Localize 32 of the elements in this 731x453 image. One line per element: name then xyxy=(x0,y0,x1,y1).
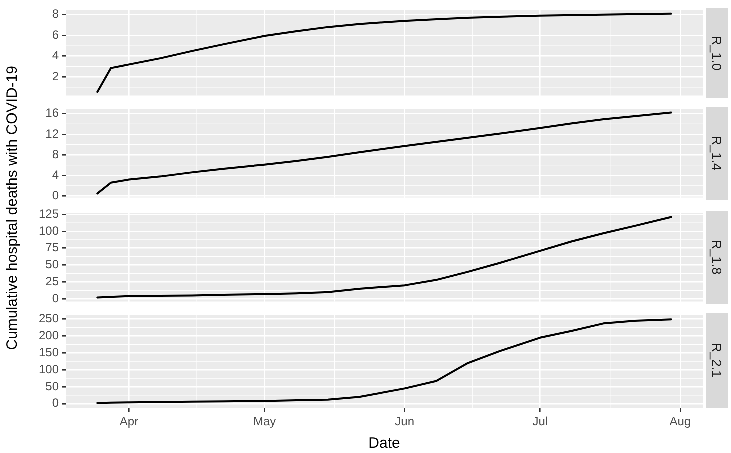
x-tick-label: May xyxy=(253,414,276,429)
y-tick-label: 200 xyxy=(38,328,60,343)
y-tick-label: 0 xyxy=(52,188,60,203)
y-tick-label: 8 xyxy=(52,147,60,162)
y-tick-label: 6 xyxy=(52,28,60,42)
x-tick-label: Jul xyxy=(532,414,548,429)
y-tick-label: 0 xyxy=(52,291,60,306)
y-tick-label: 50 xyxy=(46,379,60,394)
y-tick-label: 4 xyxy=(52,48,60,63)
text: R_2.1 xyxy=(710,343,724,378)
y-tick-label: 125 xyxy=(38,206,60,221)
y-axis-title: Cumulative hospital deaths with COVID-19 xyxy=(4,66,20,350)
y-tick-label: 250 xyxy=(38,312,60,326)
y-tick-label: 4 xyxy=(52,168,60,182)
y-tick-label: 100 xyxy=(38,362,60,376)
y-tick-label: 0 xyxy=(52,396,60,410)
y-tick-label: 150 xyxy=(38,345,60,360)
y-tick-label: 12 xyxy=(46,126,60,141)
y-tick-label: 8 xyxy=(52,7,60,22)
y-tick-label: 75 xyxy=(46,240,60,255)
x-tick-label: Jun xyxy=(395,414,415,429)
y-tick-label: 25 xyxy=(46,274,60,288)
x-tick-label: Aug xyxy=(670,414,692,429)
text: R_1.0 xyxy=(710,36,724,70)
x-axis-title: Date xyxy=(368,435,400,452)
y-tick-label: 16 xyxy=(46,106,60,120)
text: R_1.8 xyxy=(710,240,724,275)
x-tick-label: Apr xyxy=(120,414,139,429)
y-tick-label: 100 xyxy=(38,224,60,238)
text: R_1.4 xyxy=(710,136,724,171)
y-tick-label: 2 xyxy=(52,69,60,84)
y-tick-label: 50 xyxy=(46,258,60,272)
